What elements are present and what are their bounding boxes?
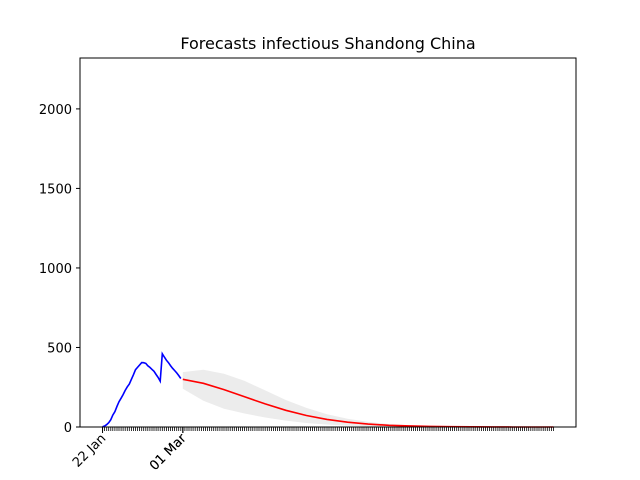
plot-frame (79, 57, 577, 428)
x-tick-label: 01 Mar (147, 431, 190, 474)
y-tick-label: 500 (47, 341, 72, 356)
forecast-confidence-band (182, 369, 554, 427)
y-tick-label: 1500 (39, 182, 72, 197)
y-tick-label: 1000 (39, 262, 72, 277)
x-tick-label: 22 Jan (70, 431, 109, 470)
y-axis-ticks: 0 500 1000 1500 2000 (39, 103, 80, 436)
observed-series-line (102, 351, 182, 428)
y-tick-label: 2000 (39, 103, 72, 118)
confidence-band-area (182, 369, 554, 427)
chart-title: Forecasts infectious Shandong China (180, 34, 475, 53)
y-tick-label: 0 (64, 421, 72, 436)
plot-background (80, 58, 576, 427)
